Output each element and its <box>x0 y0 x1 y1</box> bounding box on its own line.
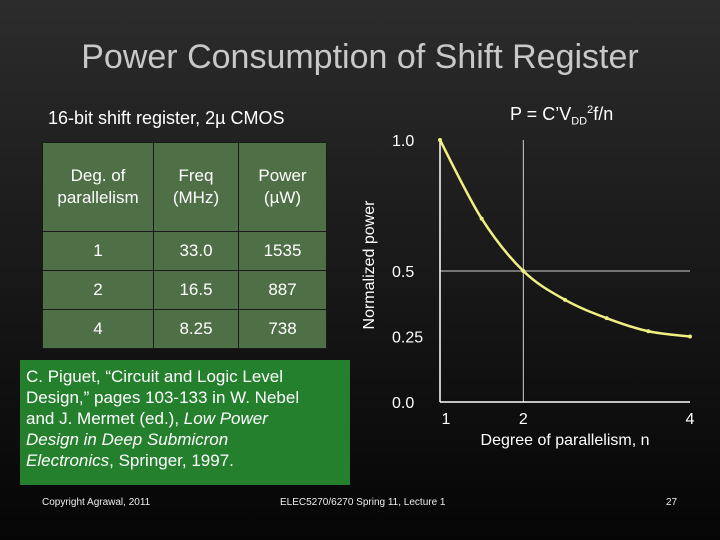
y-tick-label: 0.5 <box>392 264 414 281</box>
table-cell: 8.25 <box>153 309 239 349</box>
formula-base: P = C’V <box>510 104 572 124</box>
table-cell: 2 <box>42 270 154 310</box>
table-cell: 1 <box>42 231 154 271</box>
reference-line: Design,” pages 103-133 in W. Nebel <box>26 388 300 407</box>
header-line: (µW) <box>263 188 302 207</box>
series-line <box>438 139 691 338</box>
y-tick-label: 0.25 <box>392 330 423 347</box>
table-row: 2 16.5 887 <box>42 270 327 310</box>
y-tick-label: 1.0 <box>392 133 414 150</box>
data-table: Deg. of parallelism Freq (MHz) Power (µW) 1… <box>42 142 327 349</box>
series-point <box>646 329 651 334</box>
slide-title: Power Consumption of Shift Register <box>81 38 639 76</box>
reference-line: C. Piguet, “Circuit and Logic Level <box>26 367 284 386</box>
formula-sub: DD <box>571 115 588 128</box>
reference-italic: Electronics <box>26 451 110 470</box>
reference-italic: Low Power <box>183 409 268 428</box>
table-cell: 33.0 <box>153 231 239 271</box>
table-header-row: Deg. of parallelism Freq (MHz) Power (µW) <box>42 142 327 232</box>
x-tick-label: 4 <box>686 411 695 428</box>
series-point <box>688 334 692 339</box>
series-point <box>479 216 484 221</box>
reference-line: and J. Mermet (ed.), <box>26 409 184 428</box>
series-point <box>604 316 609 321</box>
footer-course: ELEC5270/6270 Spring 11, Lecture 1 <box>280 497 446 508</box>
footer-page-number: 27 <box>666 497 678 508</box>
chart-xlabel: Degree of parallelism, n <box>481 432 650 449</box>
series-point <box>438 138 442 142</box>
header-line: Deg. of <box>70 166 126 185</box>
formula-sup: 2 <box>587 104 594 116</box>
header-line: Power <box>258 166 307 185</box>
x-tick-label: 2 <box>519 411 528 428</box>
header-line: parallelism <box>57 188 139 207</box>
header-line: (MHz) <box>172 188 220 207</box>
reference-box: C. Piguet, “Circuit and Logic Level Desig… <box>20 360 350 485</box>
reference-line: , Springer, 1997. <box>109 451 234 470</box>
slide-subtitle: 16-bit shift register, 2µ CMOS <box>48 108 285 128</box>
series-point <box>521 269 526 273</box>
header-line: Freq <box>178 166 214 185</box>
table-row: 1 33.0 1535 <box>42 231 327 271</box>
table-cell: 4 <box>42 309 154 349</box>
table-row: 4 8.25 738 <box>42 309 327 349</box>
reference-italic: Design in Deep Submicron <box>26 430 229 449</box>
series-point <box>563 297 567 302</box>
table-cell: 887 <box>238 270 327 310</box>
header-power: Power (µW) <box>238 142 327 232</box>
y-tick-label: 0.0 <box>392 395 414 412</box>
footer-copyright: Copyright Agrawal, 2011 <box>42 497 151 508</box>
formula-tail: f/n <box>593 104 614 124</box>
power-formula: P = C’VDD2f/n <box>510 104 613 128</box>
table-cell: 16.5 <box>153 270 239 310</box>
table-cell: 738 <box>238 309 327 349</box>
x-tick-label: 1 <box>442 411 451 428</box>
table-cell: 1535 <box>238 231 327 271</box>
